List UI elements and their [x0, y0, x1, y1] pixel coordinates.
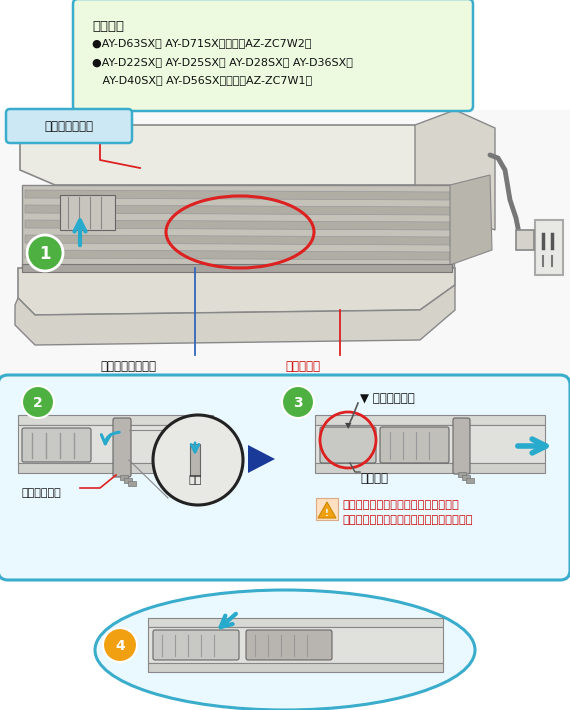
Text: パワー集中ガイド: パワー集中ガイド — [100, 360, 156, 373]
Bar — [315, 425, 545, 463]
Text: 押す: 押す — [188, 475, 202, 485]
Polygon shape — [25, 190, 450, 200]
FancyBboxPatch shape — [453, 418, 470, 474]
Bar — [316, 498, 338, 520]
Bar — [535, 220, 563, 275]
Text: ユニット: ユニット — [360, 472, 388, 485]
Bar — [22, 185, 454, 270]
Bar — [18, 425, 213, 463]
Polygon shape — [318, 502, 336, 518]
FancyBboxPatch shape — [320, 427, 376, 463]
Polygon shape — [15, 285, 455, 345]
Bar — [315, 463, 545, 473]
Text: ●AY-D63SX／ AY-D71SX：２個（AZ-ZC7W2）: ●AY-D63SX／ AY-D71SX：２個（AZ-ZC7W2） — [92, 38, 311, 48]
FancyBboxPatch shape — [73, 0, 473, 111]
Bar — [148, 627, 443, 663]
Text: 1: 1 — [39, 245, 51, 263]
Circle shape — [22, 386, 54, 418]
Text: ユニットを持って、おこなってください。: ユニットを持って、おこなってください。 — [342, 515, 473, 525]
FancyBboxPatch shape — [380, 427, 449, 463]
Polygon shape — [25, 220, 450, 230]
FancyBboxPatch shape — [246, 630, 332, 660]
FancyBboxPatch shape — [153, 630, 239, 660]
Bar — [18, 415, 213, 425]
Text: AY-D40SX／ AY-D56SX：１個（AZ-ZC7W1）: AY-D40SX／ AY-D56SX：１個（AZ-ZC7W1） — [92, 75, 312, 85]
FancyBboxPatch shape — [22, 428, 91, 462]
Polygon shape — [18, 268, 455, 315]
Bar — [148, 663, 443, 672]
Text: ▼: ▼ — [345, 421, 351, 430]
Polygon shape — [415, 110, 495, 230]
Circle shape — [103, 628, 137, 662]
FancyBboxPatch shape — [113, 418, 131, 477]
Bar — [120, 475, 128, 480]
Text: ユニット: ユニット — [92, 20, 124, 33]
Polygon shape — [25, 205, 450, 215]
FancyBboxPatch shape — [0, 375, 570, 580]
Bar — [18, 463, 213, 473]
Bar — [516, 230, 534, 250]
Text: ▼ 印を合わせる: ▼ 印を合わせる — [360, 392, 415, 405]
Text: 落下のおそれがあるので、しっかりと: 落下のおそれがあるので、しっかりと — [342, 500, 459, 510]
Bar — [60, 195, 115, 230]
Bar — [128, 481, 136, 486]
Text: 4: 4 — [115, 639, 125, 653]
Bar — [458, 472, 466, 477]
Circle shape — [153, 415, 243, 505]
Bar — [148, 618, 443, 627]
Polygon shape — [20, 125, 455, 185]
Bar — [22, 264, 452, 272]
FancyBboxPatch shape — [6, 109, 132, 143]
Text: ●AY-D22SX／ AY-D25SX／ AY-D28SX／ AY-D36SX／: ●AY-D22SX／ AY-D25SX／ AY-D28SX／ AY-D36SX／ — [92, 57, 353, 67]
Bar — [462, 475, 470, 480]
Text: ロックレバー: ロックレバー — [22, 488, 62, 498]
Circle shape — [27, 235, 63, 271]
Ellipse shape — [95, 590, 475, 710]
Polygon shape — [25, 250, 450, 260]
Polygon shape — [25, 235, 450, 245]
Circle shape — [282, 386, 314, 418]
Bar — [190, 444, 200, 476]
Text: !: ! — [325, 510, 329, 518]
Text: 2: 2 — [33, 396, 43, 410]
Polygon shape — [248, 445, 275, 473]
Text: 気流パネル: 気流パネル — [285, 360, 320, 373]
Text: オープンパネル: オープンパネル — [44, 121, 93, 133]
Bar — [124, 478, 132, 483]
Polygon shape — [450, 175, 492, 265]
Bar — [315, 415, 545, 425]
Bar — [0, 110, 570, 380]
Bar — [466, 478, 474, 483]
Text: 3: 3 — [293, 396, 303, 410]
